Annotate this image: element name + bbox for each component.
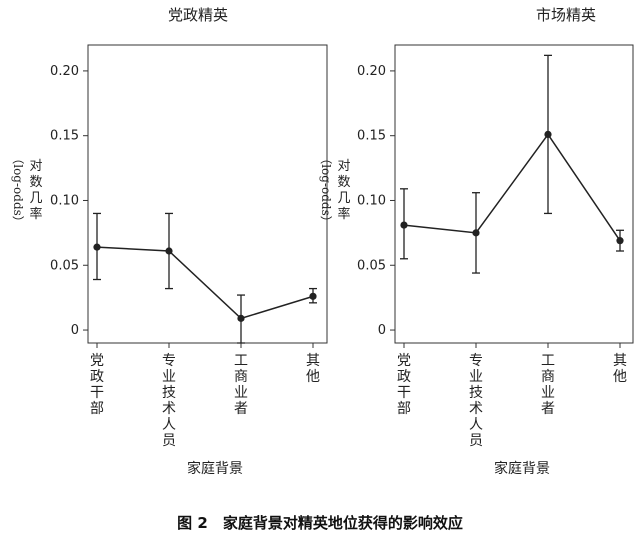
data-point <box>165 247 173 255</box>
panel-party-elite: 党政精英 0 0.05 0.10 0.15 0.20 对数几率 （log-odds） 党政干部 专… <box>11 6 328 477</box>
x-tick-label: 工商业者 <box>234 353 248 417</box>
data-point <box>544 130 552 138</box>
series-line <box>96 246 314 320</box>
figure-caption: 图 2 家庭背景对精英地位获得的影响效应 <box>177 514 463 532</box>
data-point <box>472 229 480 237</box>
data-point <box>237 314 245 322</box>
plot-frame <box>394 44 634 344</box>
x-tick-label: 工商业者 <box>541 353 555 417</box>
x-tick-label: 其他 <box>306 353 320 385</box>
panel-market-elite: 市场精英 0 0.05 0.10 0.15 0.20 对数几率 （log-odds） 党政干部 专… <box>319 6 634 477</box>
y-tick-label: 0.10 <box>50 193 79 208</box>
data-point <box>616 237 624 245</box>
y-axis-label: 对数几率 <box>29 159 42 222</box>
y-tick-label: 0.20 <box>50 64 79 79</box>
panel-title: 市场精英 <box>536 6 596 24</box>
x-tick-label: 党政干部 <box>90 353 104 417</box>
y-tick-label: 0.10 <box>357 193 386 208</box>
panel-title: 党政精英 <box>168 6 228 24</box>
y-tick-label: 0.20 <box>357 64 386 79</box>
x-tick-label: 党政干部 <box>397 353 411 417</box>
data-point <box>93 243 101 251</box>
y-axis-label-en: （log-odds） <box>319 152 333 228</box>
y-axis-label: 对数几率 <box>337 159 350 222</box>
x-axis-label: 家庭背景 <box>187 460 243 477</box>
y-tick-label: 0 <box>71 323 79 338</box>
y-tick-label: 0 <box>378 323 386 338</box>
y-tick-label: 0.15 <box>357 129 386 144</box>
y-axis-label-en: （log-odds） <box>11 152 25 228</box>
x-tick-label: 专业技术人员 <box>469 353 483 449</box>
data-point <box>400 221 408 229</box>
x-tick-label: 其他 <box>613 353 627 385</box>
y-tick-label: 0.05 <box>50 258 79 273</box>
x-tick-label: 专业技术人员 <box>162 353 176 449</box>
data-point <box>309 292 317 300</box>
series-line <box>403 133 621 242</box>
y-tick-label: 0.15 <box>50 129 79 144</box>
plot-frame <box>87 44 328 344</box>
y-tick-label: 0.05 <box>357 258 386 273</box>
x-axis-label: 家庭背景 <box>494 460 550 477</box>
